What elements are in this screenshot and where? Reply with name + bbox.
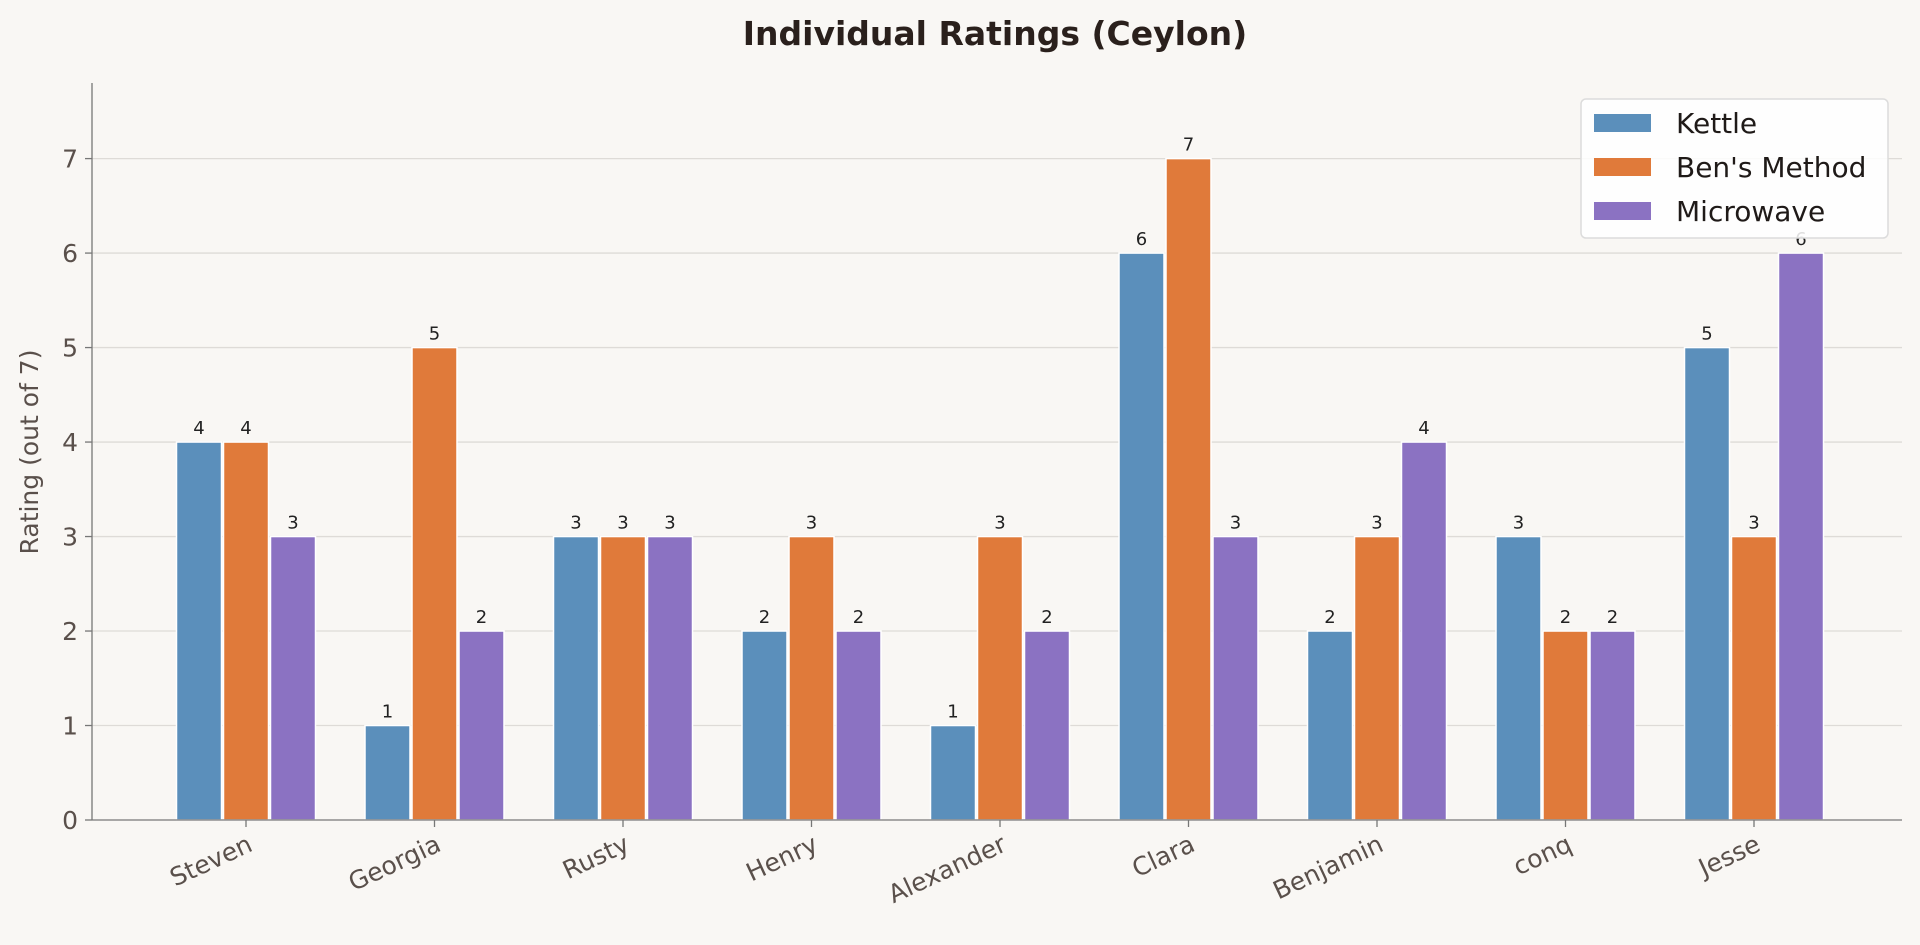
bar bbox=[222, 441, 270, 821]
x-tick-label: Rusty bbox=[558, 829, 634, 885]
x-tick-label: Clara bbox=[1128, 829, 1199, 883]
data-label: 2 bbox=[759, 607, 770, 628]
data-label: 2 bbox=[1560, 607, 1571, 628]
data-label: 2 bbox=[1324, 607, 1335, 628]
y-tick-label: 4 bbox=[62, 428, 78, 457]
bar bbox=[1306, 630, 1354, 821]
bar bbox=[929, 724, 977, 821]
bar bbox=[1589, 630, 1636, 821]
x-tick-label: Alexander bbox=[884, 829, 1012, 909]
data-label: 3 bbox=[806, 513, 817, 534]
data-label: 3 bbox=[570, 513, 581, 534]
data-label: 4 bbox=[193, 418, 204, 439]
bar bbox=[552, 535, 600, 821]
bar bbox=[835, 630, 882, 821]
y-tick-label: 6 bbox=[62, 239, 78, 268]
x-tick-label: conq bbox=[1509, 829, 1576, 881]
bar bbox=[1165, 157, 1212, 821]
x-tick-label: Benjamin bbox=[1269, 829, 1388, 905]
bar bbox=[788, 535, 835, 821]
bar bbox=[1023, 630, 1071, 821]
bar bbox=[1212, 535, 1259, 821]
data-label: 3 bbox=[617, 513, 628, 534]
legend-label: Microwave bbox=[1676, 195, 1825, 228]
bar bbox=[458, 630, 505, 821]
legend-box bbox=[1580, 98, 1889, 239]
bar bbox=[1400, 441, 1448, 821]
data-label: 3 bbox=[994, 513, 1005, 534]
bar bbox=[1777, 252, 1825, 821]
y-axis-label: Rating (out of 7) bbox=[15, 350, 44, 555]
data-label: 2 bbox=[1041, 607, 1052, 628]
y-tick-label: 3 bbox=[62, 523, 78, 552]
data-label: 3 bbox=[1371, 513, 1382, 534]
data-label: 1 bbox=[382, 702, 393, 723]
bar bbox=[599, 535, 647, 821]
data-label: 3 bbox=[1513, 513, 1524, 534]
legend-swatch bbox=[1594, 202, 1651, 220]
legend-label: Ben's Method bbox=[1676, 151, 1866, 184]
bars: 4 4 3 1 5 2 3 3 3 2 3 2 1 3 2 6 7 3 2 3 4 3 2 2 5 3 6 bbox=[175, 135, 1825, 821]
bar bbox=[646, 535, 694, 821]
bar bbox=[1542, 630, 1589, 821]
y-tick-label: 2 bbox=[62, 617, 78, 646]
data-label: 7 bbox=[1183, 135, 1194, 156]
legend-swatch bbox=[1594, 158, 1651, 176]
bar bbox=[1118, 252, 1165, 821]
data-label: 3 bbox=[664, 513, 675, 534]
x-tick-label: Steven bbox=[165, 829, 256, 892]
y-tick-label: 0 bbox=[62, 806, 78, 835]
bar bbox=[411, 346, 458, 821]
y-tick-label: 7 bbox=[62, 145, 78, 174]
data-label: 5 bbox=[1701, 324, 1712, 345]
bar bbox=[175, 441, 223, 821]
data-label: 2 bbox=[1607, 607, 1618, 628]
bar bbox=[976, 535, 1024, 821]
data-label: 1 bbox=[947, 702, 958, 723]
data-label: 3 bbox=[1748, 513, 1759, 534]
bar bbox=[1353, 535, 1401, 821]
data-label: 6 bbox=[1795, 229, 1806, 250]
x-tick-label: Henry bbox=[742, 829, 823, 887]
legend: Kettle Ben's Method Microwave bbox=[1580, 98, 1889, 239]
x-tick-label: Georgia bbox=[344, 829, 445, 897]
data-label: 4 bbox=[240, 418, 251, 439]
bar bbox=[1683, 346, 1731, 821]
bar bbox=[1730, 535, 1778, 821]
bar bbox=[1495, 535, 1542, 821]
legend-swatch bbox=[1594, 114, 1651, 132]
x-tick-label: Jesse bbox=[1692, 829, 1764, 883]
data-label: 4 bbox=[1418, 418, 1429, 439]
data-label: 6 bbox=[1136, 229, 1147, 250]
data-label: 2 bbox=[853, 607, 864, 628]
bar bbox=[741, 630, 788, 821]
data-label: 2 bbox=[476, 607, 487, 628]
data-label: 5 bbox=[429, 324, 440, 345]
legend-label: Kettle bbox=[1676, 107, 1757, 140]
data-label: 3 bbox=[1230, 513, 1241, 534]
bar bbox=[364, 724, 411, 821]
bar bbox=[269, 535, 317, 821]
y-tick-label: 5 bbox=[62, 334, 78, 363]
data-label: 3 bbox=[287, 513, 298, 534]
y-tick-label: 1 bbox=[62, 712, 78, 741]
chart-title: Individual Ratings (Ceylon) bbox=[743, 14, 1247, 53]
